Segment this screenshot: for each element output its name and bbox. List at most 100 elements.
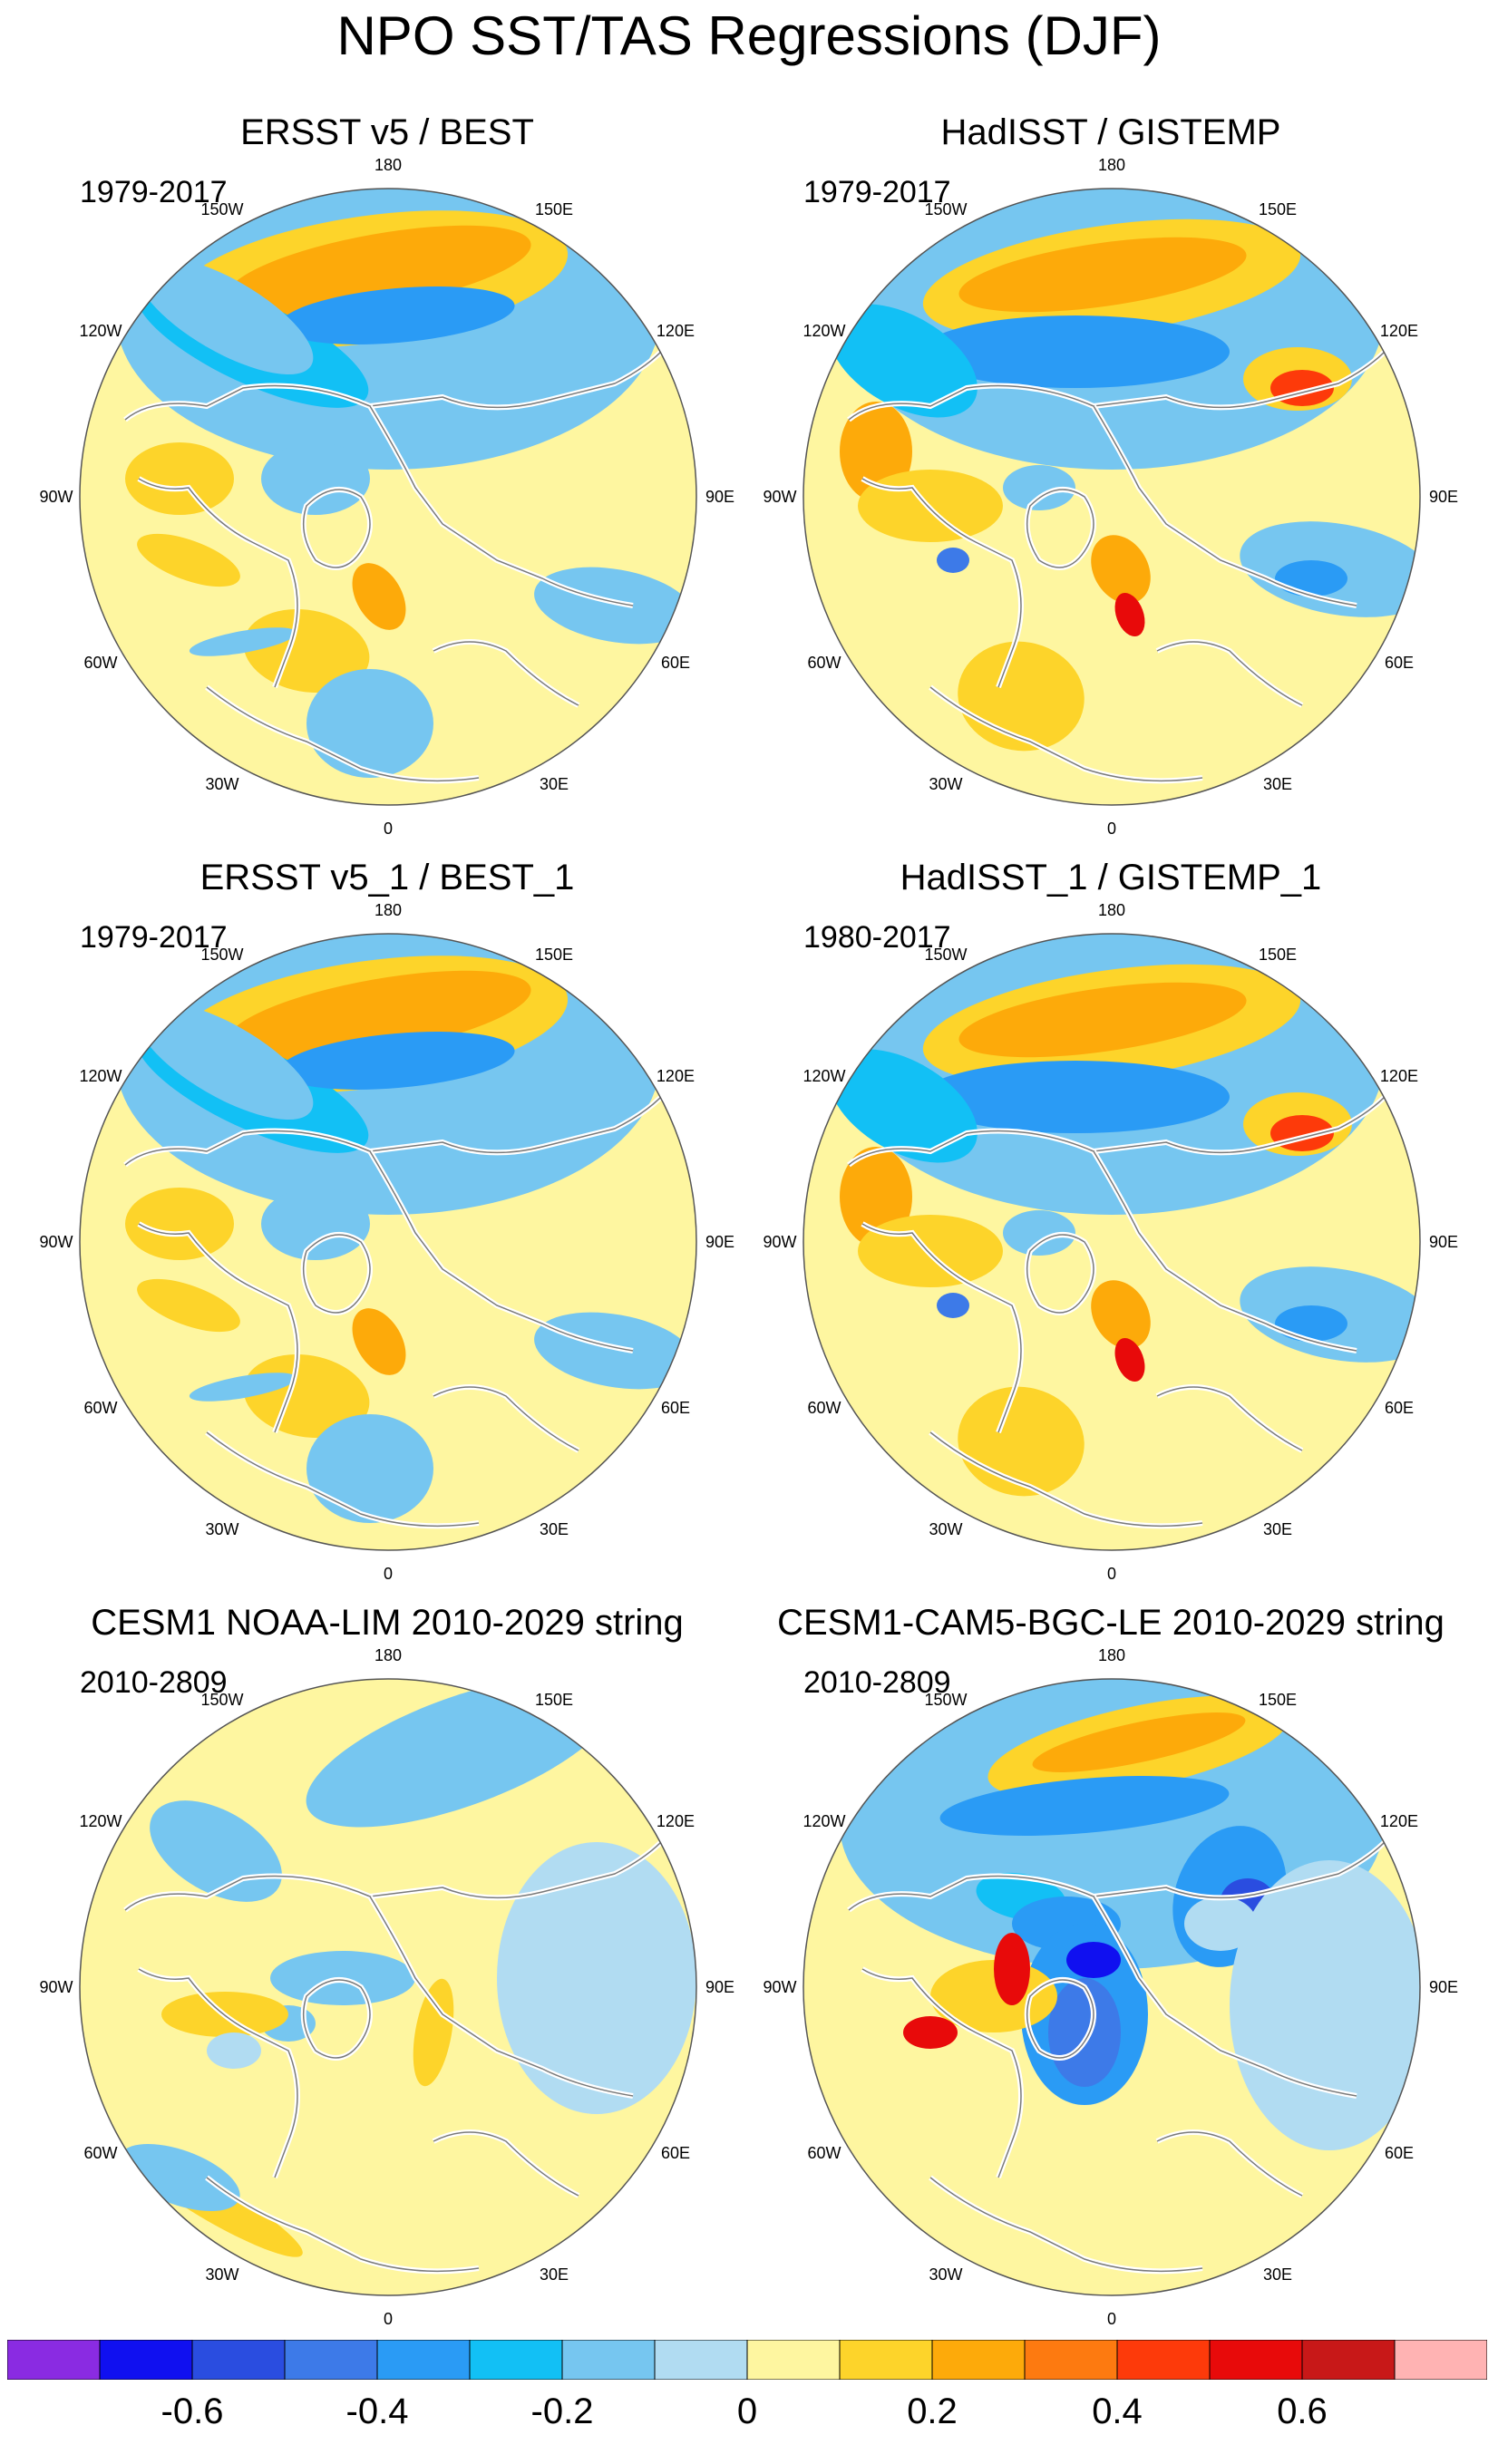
lon-label-4-2: 120E (1379, 1067, 1418, 1085)
lon-label-5-10: 120W (79, 1812, 122, 1830)
lon-label-3-7: 30W (205, 1519, 239, 1538)
lon-label-4-3: 90E (1428, 1233, 1459, 1251)
field-contour-14 (1230, 1860, 1420, 2150)
map-field (803, 934, 1420, 1550)
panel-period-4: 1980-2017 (803, 920, 951, 955)
field-contour-9 (1003, 1210, 1075, 1256)
coastline-4 (206, 1431, 480, 1528)
colorbar-box-13 (1209, 2340, 1303, 2380)
lon-label-4-7: 30W (929, 1519, 963, 1538)
colorbar-label-0: -0.6 (160, 2391, 224, 2431)
coastline-0 (848, 342, 1394, 421)
colorbar-box-1 (99, 2340, 193, 2380)
panel-period-5: 2010-2809 (80, 1665, 228, 1700)
polar-map-3 (79, 933, 697, 1551)
coastline-5 (1156, 1386, 1303, 1451)
colorbar-box-2 (191, 2340, 286, 2380)
lon-label-5-11: 150W (200, 1691, 244, 1710)
map-field (80, 189, 696, 805)
lon-label-4-4: 60E (1384, 1399, 1414, 1417)
coastline-4 (929, 686, 1203, 782)
lon-label-2-2: 120E (1379, 322, 1418, 340)
colorbar-box-12 (1116, 2340, 1211, 2380)
field-contour-9 (306, 1414, 433, 1523)
field-contour-11 (903, 2016, 958, 2049)
lon-label-5-7: 30W (205, 2265, 239, 2284)
field-contour-2 (958, 237, 1247, 313)
lon-label-2-6: 0 (1106, 820, 1116, 838)
coastline-2 (1093, 405, 1357, 606)
field-contour-2 (958, 982, 1247, 1058)
lon-label-2-3: 90E (1428, 488, 1459, 506)
lon-label-5-9: 90W (39, 1978, 73, 1996)
panel-title-1: ERSST v5 / BEST (240, 112, 534, 152)
coastline-2 (369, 1150, 634, 1352)
field-contour-5 (136, 1002, 314, 1120)
map-border (79, 188, 697, 806)
field-contour-8 (1048, 1978, 1121, 2087)
lon-label-4-0: 180 (1097, 901, 1126, 919)
lon-label-2-0: 180 (1097, 156, 1126, 174)
lon-label-3-2: 120E (656, 1067, 695, 1085)
colorbar-box-15 (1394, 2340, 1487, 2380)
field-contour-2 (1032, 1712, 1246, 1772)
field-contour-15 (937, 548, 969, 573)
field-contour-4 (497, 1842, 696, 2114)
coastline-3 (302, 1234, 371, 1314)
field-contour-3 (921, 315, 1230, 388)
lon-label-1-5: 30E (539, 774, 569, 793)
field-contour-4 (279, 1032, 515, 1090)
lon-label-3-1: 150E (534, 946, 574, 965)
figure-title: NPO SST/TAS Regressions (DJF) (336, 5, 1162, 66)
field-contour-15 (937, 1293, 969, 1318)
lon-label-3-3: 90E (705, 1233, 735, 1251)
coastline-0 (848, 1832, 1394, 1911)
lon-label-1-0: 180 (374, 156, 403, 174)
lon-label-6-2: 120E (1379, 1812, 1418, 1830)
field-contour-10 (994, 1933, 1030, 2005)
coastline-1 (138, 1223, 298, 1433)
coastline-2 (369, 405, 634, 606)
lon-label-1-4: 60E (660, 654, 690, 672)
lon-label-6-11: 150W (924, 1691, 968, 1710)
coastline-3 (1026, 1234, 1094, 1314)
coastline-3 (302, 489, 371, 568)
polar-map-4 (802, 933, 1421, 1551)
field-contour-11 (261, 442, 370, 515)
field-contour-2 (227, 970, 531, 1061)
coastline-4 (206, 2177, 480, 2273)
coastline-5 (433, 641, 579, 706)
coastline-1 (861, 1223, 1022, 1433)
field-contour-6 (125, 442, 234, 515)
colorbar-label-6: 0.6 (1277, 2391, 1328, 2431)
coastline-3 (302, 1979, 371, 2059)
lon-label-5-0: 180 (374, 1646, 403, 1664)
lon-label-4-5: 30E (1262, 1519, 1293, 1538)
colorbar-label-3: 0 (736, 2391, 758, 2431)
field-contour-10 (534, 1312, 696, 1390)
coastline-2 (1093, 1150, 1357, 1352)
lon-label-5-5: 30E (539, 2265, 569, 2284)
field-contour-14 (1275, 1305, 1347, 1342)
lon-label-6-6: 0 (1106, 2310, 1116, 2328)
coastline-5 (1156, 2131, 1303, 2197)
lon-label-3-0: 180 (374, 901, 403, 919)
field-contour-2 (227, 225, 531, 315)
panel-period-2: 1979-2017 (803, 175, 951, 209)
map-border (802, 933, 1421, 1551)
map-border (802, 1678, 1421, 2296)
coastline-4 (929, 1431, 1203, 1528)
lon-label-6-1: 150E (1258, 1691, 1298, 1710)
colorbar-box-6 (561, 2340, 656, 2380)
lon-label-6-5: 30E (1262, 2265, 1293, 2284)
colorbar-box-8 (746, 2340, 841, 2380)
field-contour-9 (1003, 465, 1075, 510)
lon-label-1-3: 90E (705, 488, 735, 506)
lon-label-2-11: 150W (924, 200, 968, 219)
lon-label-3-9: 90W (39, 1233, 73, 1251)
coastline-1 (138, 478, 298, 688)
field-contour-7 (137, 1278, 240, 1333)
colorbar-box-9 (839, 2340, 933, 2380)
lon-label-1-2: 120E (656, 322, 695, 340)
lon-label-4-8: 60W (807, 1399, 841, 1417)
